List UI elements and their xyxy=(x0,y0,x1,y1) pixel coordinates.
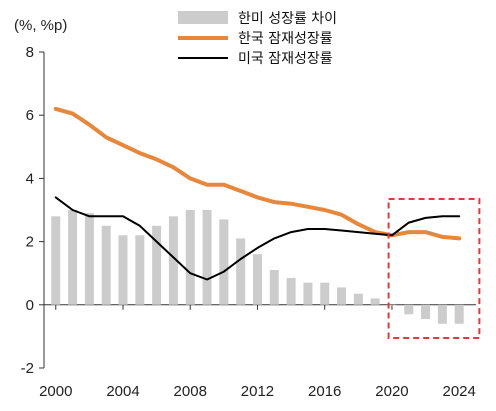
bar xyxy=(252,254,262,305)
y-tick-label: 8 xyxy=(26,44,34,61)
x-tick-label: 2008 xyxy=(174,383,207,400)
bar xyxy=(152,225,162,305)
legend-swatch-bar xyxy=(178,11,228,24)
axes-layer: -2 0 2 4 6 8 2000 2004 2008 2012 2016 2020 2024 xyxy=(21,44,476,400)
bar xyxy=(185,210,195,305)
x-tick-label: 2016 xyxy=(308,383,341,400)
highlight-layer xyxy=(387,197,481,339)
bar xyxy=(118,235,128,305)
bar xyxy=(454,304,464,324)
bar xyxy=(168,216,178,305)
x-tick-label: 2012 xyxy=(241,383,274,400)
bar xyxy=(387,304,397,306)
bar xyxy=(353,293,363,305)
bar xyxy=(337,287,347,305)
bar xyxy=(236,238,246,305)
bar xyxy=(437,304,447,324)
bar xyxy=(101,225,111,305)
us-potential-growth-line xyxy=(54,196,461,281)
bar xyxy=(68,210,78,305)
y-tick-label: 2 xyxy=(26,234,34,251)
y-tick-label: 4 xyxy=(26,170,34,187)
legend-label: 한미 성장률 차이 xyxy=(238,11,337,27)
y-tick-label: 6 xyxy=(26,107,34,124)
bar xyxy=(421,304,431,320)
bar xyxy=(286,277,296,305)
bar xyxy=(51,216,61,305)
y-tick-label: 0 xyxy=(26,297,34,314)
y-unit-label: (%, %p) xyxy=(14,17,67,34)
korea-potential-growth-line xyxy=(53,106,462,241)
bar-series-layer xyxy=(51,210,464,324)
x-tick-label: 2000 xyxy=(39,383,72,400)
bar xyxy=(269,270,279,305)
bar xyxy=(219,219,229,305)
x-tick-label: 2004 xyxy=(106,383,139,400)
x-tick-label: 2024 xyxy=(443,383,476,400)
bar xyxy=(202,210,212,305)
highlight-box xyxy=(387,197,481,339)
bar xyxy=(370,298,380,305)
bar xyxy=(303,282,313,305)
bar xyxy=(404,304,414,315)
x-tick-label: 2020 xyxy=(375,383,408,400)
legend-label: 한국 잠재성장률 xyxy=(238,31,333,47)
y-tick-label: -2 xyxy=(21,360,34,377)
line-series-layer xyxy=(53,106,462,281)
bar xyxy=(320,282,330,305)
bar xyxy=(135,235,145,305)
legend-label: 미국 잠재성장률 xyxy=(238,51,333,67)
bar xyxy=(84,213,94,305)
